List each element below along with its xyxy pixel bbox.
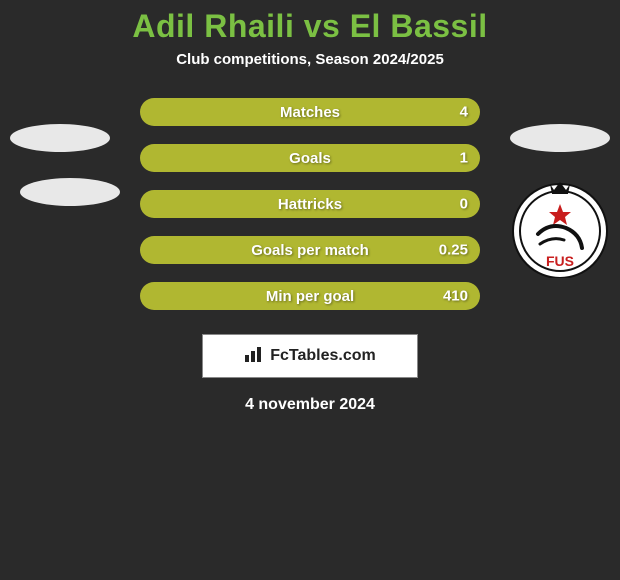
stat-label: Goals per match (251, 242, 369, 259)
stats-list: Matches 4 Goals 1 Hattricks 0 Goals per … (0, 98, 620, 328)
stat-value-right: 0 (460, 196, 468, 213)
stat-row: Hattricks 0 (140, 190, 480, 218)
stat-value-right: 1 (460, 150, 468, 167)
brand-badge: FcTables.com (202, 334, 418, 378)
stat-value-right: 4 (460, 104, 468, 121)
stat-label: Matches (280, 104, 340, 121)
brand-bars-icon (244, 345, 266, 368)
stat-row: Matches 4 (140, 98, 480, 126)
stat-row: Goals 1 (140, 144, 480, 172)
stat-value-right: 0.25 (439, 242, 468, 259)
page-title: Adil Rhaili vs El Bassil (132, 8, 487, 45)
footer-date: 4 november 2024 (245, 396, 375, 414)
stat-value-right: 410 (443, 288, 468, 305)
stat-label: Goals (289, 150, 331, 167)
stat-label: Hattricks (278, 196, 342, 213)
page-subtitle: Club competitions, Season 2024/2025 (176, 51, 444, 68)
brand-text: FcTables.com (270, 347, 376, 365)
stat-row: Min per goal 410 (140, 282, 480, 310)
infographic-container: Adil Rhaili vs El Bassil Club competitio… (0, 0, 620, 414)
stat-row: Goals per match 0.25 (140, 236, 480, 264)
stat-label: Min per goal (266, 288, 354, 305)
